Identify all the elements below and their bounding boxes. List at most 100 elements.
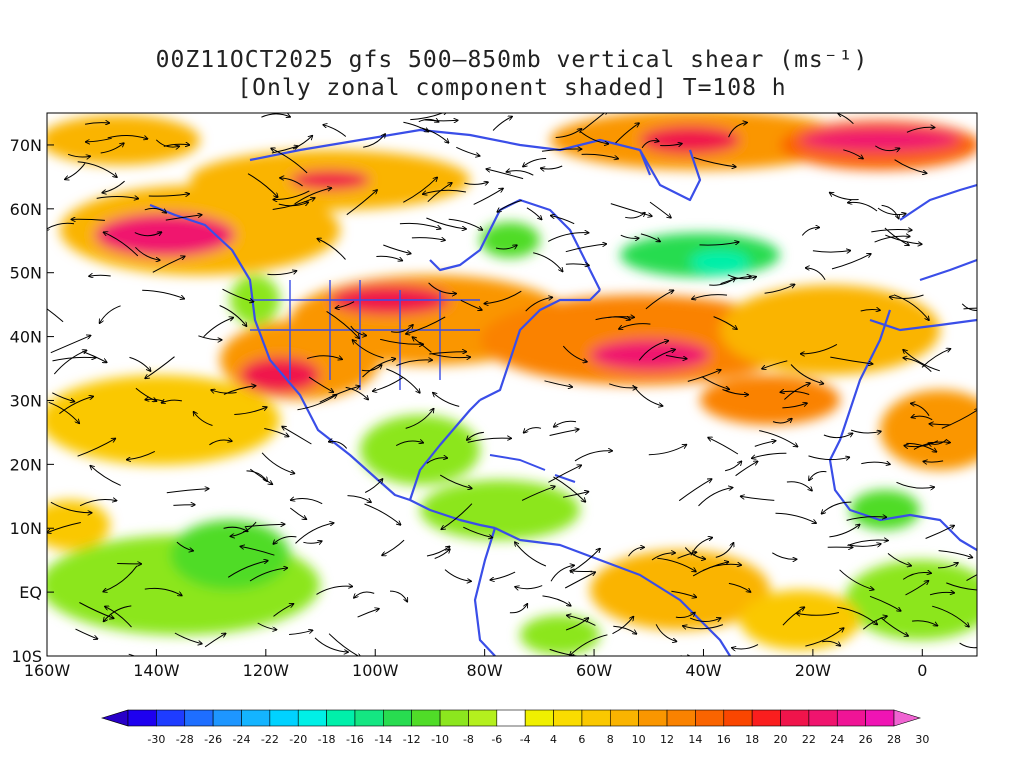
- streamline: [762, 360, 788, 369]
- streamline: [410, 113, 447, 121]
- streamline: [881, 204, 899, 218]
- streamline: [148, 194, 190, 196]
- streamline: [671, 590, 696, 597]
- streamline: [728, 582, 751, 592]
- streamline: [294, 188, 332, 205]
- streamline: [261, 452, 295, 474]
- colorbar-swatch: [127, 709, 157, 727]
- colorbar: -30 -28 -26 -24 -22 -20 -18 -16 -14 -12 -10 -8 -6 -4 4…: [100, 709, 929, 746]
- streamline: [433, 393, 460, 407]
- colorbar-swatch: [241, 709, 271, 727]
- colorbar-label: -4: [520, 733, 531, 746]
- streamline: [649, 201, 671, 218]
- streamline: [701, 376, 730, 390]
- streamline: [144, 207, 167, 213]
- colorbar-label: 12: [660, 733, 674, 746]
- streamline: [426, 217, 466, 229]
- streamline: [347, 495, 372, 503]
- streamline: [439, 474, 472, 488]
- colorbar-label: -6: [491, 733, 502, 746]
- colorbar-swatch: [383, 709, 413, 727]
- streamline: [677, 552, 697, 559]
- streamline: [250, 468, 272, 484]
- x-tick-label: 160W: [24, 661, 71, 680]
- streamline: [364, 503, 401, 525]
- streamline: [613, 625, 636, 634]
- streamline: [790, 364, 824, 384]
- streamline: [809, 471, 827, 481]
- streamline: [173, 505, 195, 506]
- streamline: [419, 127, 449, 144]
- streamline: [542, 595, 572, 606]
- streamline: [565, 244, 607, 253]
- colorbar-swatch: [326, 709, 356, 727]
- streamline: [692, 294, 728, 300]
- colorbar-swatch: [496, 709, 526, 727]
- streamline: [775, 512, 817, 523]
- colorbar-swatch: [751, 709, 781, 727]
- colorbar-swatch: [780, 709, 810, 727]
- streamline: [722, 389, 749, 395]
- streamline: [570, 634, 608, 656]
- streamline: [829, 192, 859, 201]
- streamline: [390, 325, 413, 333]
- streamline: [553, 476, 585, 502]
- streamline: [786, 481, 812, 491]
- streamline: [100, 143, 124, 154]
- colorbar-swatch: [439, 709, 469, 727]
- streamline: [492, 116, 512, 131]
- colorbar-label: 26: [859, 733, 873, 746]
- streamline: [427, 183, 452, 203]
- latitude-axis: 70N 60N 50N 40N 30N 20N 10N EQ 10S: [10, 136, 54, 666]
- streamline: [48, 401, 80, 423]
- streamline: [240, 546, 275, 556]
- streamline: [812, 251, 851, 253]
- streamline: [85, 137, 112, 142]
- streamline: [860, 310, 881, 311]
- y-tick-label: 40N: [10, 328, 42, 347]
- streamline: [801, 227, 819, 236]
- x-tick-label: 80W: [467, 661, 503, 680]
- streamline: [135, 387, 157, 401]
- streamline: [193, 412, 213, 426]
- streamline: [426, 546, 450, 557]
- streamline: [877, 207, 906, 215]
- streamline: [902, 572, 931, 580]
- streamline: [523, 158, 547, 167]
- streamline: [99, 305, 121, 324]
- streamline: [641, 141, 659, 149]
- streamline: [316, 586, 353, 595]
- streamline: [174, 632, 202, 644]
- streamline: [79, 499, 117, 507]
- streamline: [906, 127, 935, 133]
- streamline: [166, 489, 209, 494]
- streamline: [709, 278, 735, 286]
- streamline: [782, 403, 807, 409]
- streamline: [382, 539, 405, 555]
- streamline: [47, 522, 81, 533]
- streamline: [203, 318, 234, 338]
- streamline: [966, 574, 977, 582]
- streamline: [403, 121, 428, 132]
- streamline: [345, 386, 369, 399]
- streamline: [929, 424, 951, 425]
- streamline: [839, 569, 874, 590]
- streamline: [267, 271, 296, 276]
- streamline: [821, 501, 852, 514]
- coastlines: [149, 128, 977, 656]
- streamline: [932, 605, 969, 627]
- streamline: [732, 644, 759, 649]
- streamline: [289, 507, 306, 519]
- streamline: [547, 233, 589, 242]
- streamline: [764, 284, 795, 294]
- colorbar-label: -24: [232, 733, 250, 746]
- streamline: [683, 624, 724, 629]
- streamline: [428, 282, 457, 294]
- streamline: [247, 173, 278, 198]
- streamline: [905, 581, 929, 596]
- colorbar-swatch: [695, 709, 725, 727]
- streamline: [562, 345, 587, 362]
- streamline: [735, 461, 758, 477]
- y-tick-label: 10N: [10, 519, 42, 538]
- x-tick-label: 0: [917, 661, 927, 680]
